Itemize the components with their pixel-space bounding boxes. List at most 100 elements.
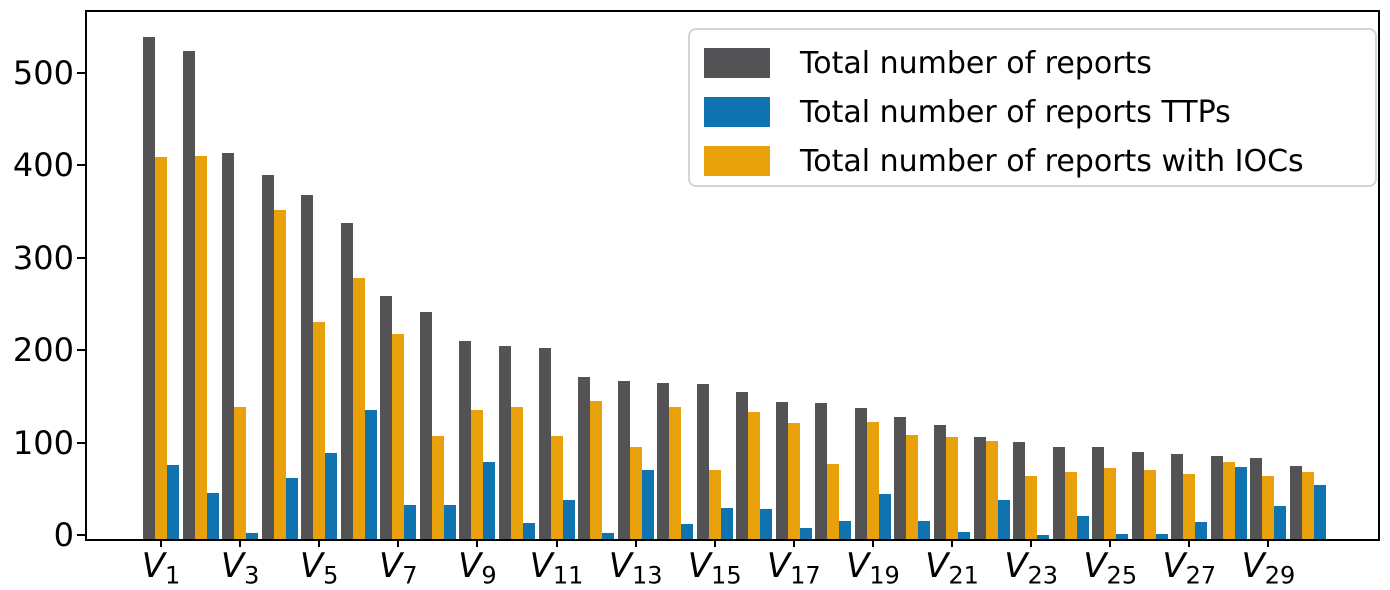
x-tick-mark — [160, 539, 162, 547]
x-tick-label-base: V — [141, 546, 165, 586]
bar-v14-ttps — [681, 524, 694, 539]
legend-label: Total number of reports with IOCs — [800, 143, 1304, 179]
y-tick-mark — [77, 72, 85, 74]
x-tick-label-base: V — [1241, 546, 1265, 586]
bar-v16-ttps — [760, 509, 773, 539]
bar-v27-ttps — [1195, 522, 1208, 539]
x-tick-mark — [1109, 539, 1112, 547]
bar-v15-iocs — [708, 470, 721, 539]
x-tick-label-subscript: 3 — [244, 561, 260, 590]
x-tick-label: V7 — [328, 549, 468, 588]
bar-v8-ttps — [443, 505, 456, 539]
bar-v25-ttps — [1116, 534, 1129, 539]
bar-v13-iocs — [629, 447, 642, 539]
x-tick-label-subscript: 15 — [711, 561, 742, 590]
bar-v4-reports — [261, 175, 274, 539]
bar-v24-iocs — [1064, 472, 1077, 539]
bar-v2-reports — [182, 51, 195, 539]
x-tick-label-subscript: 5 — [323, 561, 339, 590]
x-tick-mark — [871, 539, 874, 547]
x-tick-mark — [951, 539, 953, 547]
bar-v10-iocs — [510, 407, 523, 539]
bar-v27-iocs — [1183, 474, 1196, 539]
x-tick-mark — [318, 539, 321, 547]
bar-v8-reports — [419, 312, 432, 539]
x-tick-label-subscript: 19 — [869, 561, 900, 590]
bar-v6-reports — [340, 223, 353, 539]
bar-v8-iocs — [431, 436, 444, 539]
bar-v15-ttps — [720, 508, 733, 539]
y-tick-label: 200 — [12, 331, 74, 369]
x-tick-mark — [397, 539, 400, 547]
y-tick-label: 400 — [12, 146, 74, 184]
bar-v5-reports — [301, 195, 314, 539]
x-tick-label-subscript: 17 — [790, 561, 821, 590]
bar-v29-ttps — [1274, 506, 1287, 539]
legend-swatch-reports — [704, 48, 770, 78]
bar-v5-ttps — [325, 453, 338, 539]
bar-v13-ttps — [641, 470, 654, 539]
bar-v7-reports — [380, 296, 393, 539]
x-tick-mark — [1188, 539, 1191, 547]
x-tick-label-base: V — [925, 546, 949, 586]
bar-v7-iocs — [392, 334, 405, 539]
legend-label: Total number of reports TTPs — [800, 94, 1231, 130]
bar-v7-ttps — [404, 505, 417, 539]
bar-v22-iocs — [985, 441, 998, 539]
bar-v22-reports — [973, 437, 986, 539]
x-tick-label: V23 — [961, 549, 1101, 588]
x-tick-label-subscript: 13 — [631, 561, 663, 590]
bar-v14-reports — [657, 383, 670, 539]
x-tick-label-base: V — [766, 546, 791, 586]
bar-v2-ttps — [206, 493, 219, 539]
bar-v19-iocs — [866, 422, 879, 539]
bar-v27-reports — [1171, 454, 1184, 539]
x-tick-label-subscript: 25 — [1106, 561, 1138, 590]
x-tick-label-base: V — [845, 546, 870, 586]
x-tick-label: V1 — [91, 549, 231, 588]
x-tick-label: V27 — [1119, 549, 1259, 588]
x-tick-label-base: V — [379, 546, 403, 586]
bar-v23-iocs — [1025, 476, 1038, 539]
y-tick-mark — [77, 257, 85, 259]
bar-v14-iocs — [669, 407, 682, 539]
bar-v11-reports — [538, 348, 551, 539]
bar-v5-iocs — [313, 322, 326, 539]
x-tick-label-subscript: 27 — [1185, 561, 1217, 590]
x-tick-label-base: V — [529, 546, 553, 586]
bar-v12-iocs — [590, 401, 603, 539]
x-tick-label-subscript: 23 — [1027, 561, 1058, 590]
legend-swatch-ttps — [704, 97, 770, 127]
x-tick-label-subscript: 7 — [402, 561, 418, 590]
bar-v30-reports — [1289, 466, 1302, 539]
bar-v9-reports — [459, 341, 472, 539]
bar-v18-ttps — [839, 521, 852, 539]
x-tick-label: V29 — [1198, 549, 1338, 588]
x-tick-label-base: V — [220, 546, 245, 586]
bar-v25-iocs — [1104, 468, 1117, 539]
bar-v16-reports — [736, 392, 749, 539]
x-tick-label: V21 — [882, 549, 1022, 588]
bar-v9-iocs — [471, 410, 484, 539]
bar-v1-reports — [143, 37, 155, 539]
bar-v11-ttps — [562, 500, 575, 539]
x-tick-label-subscript: 21 — [948, 561, 979, 590]
x-tick-mark — [1030, 539, 1033, 547]
bar-v26-iocs — [1143, 470, 1156, 539]
bar-v1-iocs — [155, 157, 167, 539]
x-tick-label: V15 — [645, 549, 785, 588]
bar-v3-iocs — [234, 407, 247, 539]
bar-v1-ttps — [167, 465, 179, 539]
bar-v30-iocs — [1301, 472, 1314, 539]
bar-v24-reports — [1052, 447, 1065, 539]
x-tick-label-base: V — [1162, 546, 1186, 586]
x-tick-label-subscript: 11 — [552, 561, 584, 590]
bar-v19-reports — [854, 408, 867, 539]
y-tick-mark — [77, 534, 85, 536]
x-tick-mark — [713, 539, 716, 547]
bar-v18-iocs — [827, 464, 840, 539]
bar-v26-reports — [1131, 452, 1144, 539]
x-tick-label: V13 — [566, 549, 706, 588]
x-tick-label-subscript: 29 — [1264, 561, 1296, 590]
